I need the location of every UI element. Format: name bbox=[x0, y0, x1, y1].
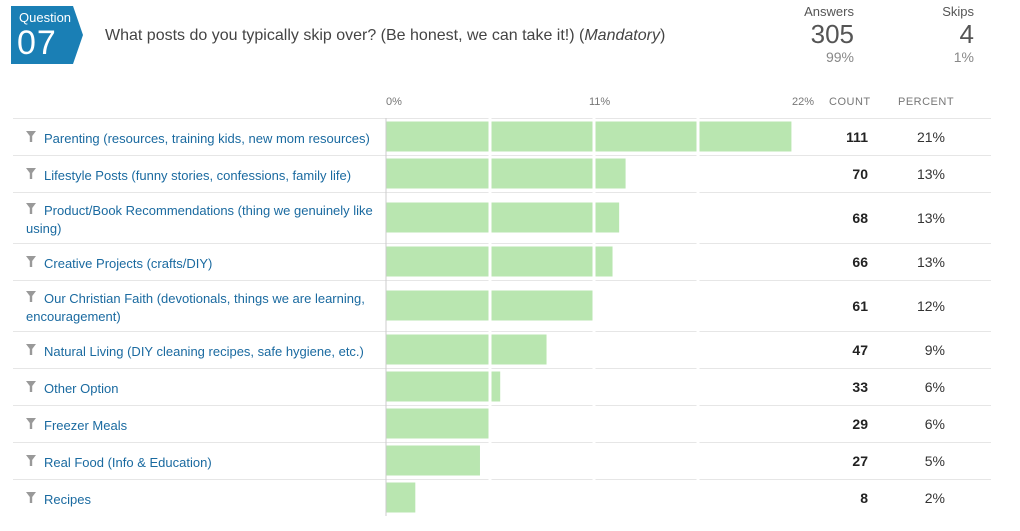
axis-tick-22: 22% bbox=[792, 96, 815, 108]
axis-tick-0: 0% bbox=[386, 96, 402, 108]
row-label[interactable]: Natural Living (DIY cleaning recipes, sa… bbox=[13, 342, 378, 360]
filter-icon[interactable] bbox=[26, 255, 38, 272]
table-row: Parenting (resources, training kids, new… bbox=[13, 118, 991, 155]
filter-icon[interactable] bbox=[26, 167, 38, 184]
bar[interactable] bbox=[386, 158, 626, 189]
row-label[interactable]: Freezer Meals bbox=[13, 416, 378, 434]
table-row: Recipes 8 2% bbox=[13, 479, 991, 516]
bar[interactable] bbox=[386, 334, 547, 365]
row-count: 111 bbox=[846, 128, 868, 145]
table-row: Product/Book Recommendations (thing we g… bbox=[13, 192, 991, 243]
row-percent: 5% bbox=[924, 452, 945, 469]
row-count: 8 bbox=[860, 489, 868, 506]
table-row: Other Option 33 6% bbox=[13, 368, 991, 405]
row-percent: 13% bbox=[916, 209, 945, 226]
skips-value: 4 bbox=[959, 19, 974, 49]
bar[interactable] bbox=[386, 121, 792, 152]
bar[interactable] bbox=[386, 408, 489, 439]
row-percent: 2% bbox=[924, 489, 945, 506]
filter-icon[interactable] bbox=[26, 417, 38, 434]
percent-column-header: PERCENT bbox=[898, 96, 955, 108]
answers-label: Answers bbox=[804, 4, 854, 19]
row-count: 61 bbox=[852, 297, 868, 314]
answers-value: 305 bbox=[810, 19, 854, 49]
row-label[interactable]: Recipes bbox=[13, 490, 378, 508]
filter-icon[interactable] bbox=[26, 491, 38, 508]
row-label-text[interactable]: Freezer Meals bbox=[44, 418, 128, 434]
question-number: 07 bbox=[17, 24, 57, 62]
question-title: What posts do you typically skip over? (… bbox=[105, 27, 666, 44]
row-count: 66 bbox=[852, 253, 868, 270]
filter-icon[interactable] bbox=[26, 343, 38, 360]
row-percent: 9% bbox=[924, 341, 945, 358]
row-label[interactable]: Real Food (Info & Education) bbox=[13, 453, 378, 471]
count-column-header: COUNT bbox=[829, 96, 871, 108]
bar[interactable] bbox=[386, 445, 480, 476]
row-label[interactable]: Our Christian Faith (devotionals, things… bbox=[13, 289, 378, 325]
table-row: Our Christian Faith (devotionals, things… bbox=[13, 280, 991, 331]
table-row: Lifestyle Posts (funny stories, confessi… bbox=[13, 155, 991, 192]
row-label-text[interactable]: Natural Living (DIY cleaning recipes, sa… bbox=[44, 344, 364, 360]
skips-percent: 1% bbox=[953, 49, 974, 65]
bar[interactable] bbox=[386, 202, 620, 233]
row-count: 27 bbox=[852, 452, 868, 469]
row-percent: 13% bbox=[916, 253, 945, 270]
table-row: Natural Living (DIY cleaning recipes, sa… bbox=[13, 331, 991, 368]
row-label-text[interactable]: Creative Projects (crafts/DIY) bbox=[44, 256, 213, 272]
axis-tick-11: 11% bbox=[589, 96, 611, 108]
row-label-text[interactable]: Our Christian Faith (devotionals, things… bbox=[26, 291, 365, 325]
question-badge: Question 07 bbox=[11, 6, 83, 64]
bar[interactable] bbox=[386, 246, 613, 277]
filter-icon[interactable] bbox=[26, 290, 38, 307]
table-row: Freezer Meals 29 6% bbox=[13, 405, 991, 442]
row-label[interactable]: Product/Book Recommendations (thing we g… bbox=[13, 201, 378, 237]
row-label-text[interactable]: Lifestyle Posts (funny stories, confessi… bbox=[44, 168, 352, 184]
answers-percent: 99% bbox=[825, 49, 854, 65]
row-count: 29 bbox=[852, 415, 868, 432]
skips-label: Skips bbox=[942, 4, 974, 19]
row-label[interactable]: Parenting (resources, training kids, new… bbox=[13, 129, 378, 147]
bar[interactable] bbox=[386, 482, 416, 513]
row-label[interactable]: Lifestyle Posts (funny stories, confessi… bbox=[13, 166, 378, 184]
filter-icon[interactable] bbox=[26, 380, 38, 397]
row-percent: 12% bbox=[916, 297, 945, 314]
bar-chart bbox=[385, 118, 792, 516]
question-badge-label: Question bbox=[19, 10, 72, 25]
row-label-text[interactable]: Parenting (resources, training kids, new… bbox=[44, 131, 370, 147]
bar[interactable] bbox=[386, 371, 501, 402]
row-percent: 21% bbox=[916, 128, 945, 145]
row-percent: 13% bbox=[916, 165, 945, 182]
row-count: 70 bbox=[852, 165, 868, 182]
answers-stat: Answers 305 99% bbox=[804, 4, 854, 65]
row-label-text[interactable]: Real Food (Info & Education) bbox=[44, 455, 212, 471]
row-percent: 6% bbox=[924, 378, 945, 395]
row-count: 68 bbox=[852, 209, 868, 226]
question-title-text: What posts do you typically skip over? (… bbox=[105, 27, 575, 44]
skips-stat: Skips 4 1% bbox=[942, 4, 974, 65]
mandatory-label: Mandatory bbox=[584, 27, 660, 44]
row-count: 33 bbox=[852, 378, 868, 395]
filter-icon[interactable] bbox=[26, 202, 38, 219]
row-count: 47 bbox=[852, 341, 868, 358]
row-label-text[interactable]: Product/Book Recommendations (thing we g… bbox=[26, 203, 373, 237]
table-row: Real Food (Info & Education) 27 5% bbox=[13, 442, 991, 479]
results-table: Parenting (resources, training kids, new… bbox=[13, 118, 991, 516]
row-label[interactable]: Creative Projects (crafts/DIY) bbox=[13, 254, 378, 272]
row-percent: 6% bbox=[924, 415, 945, 432]
filter-icon[interactable] bbox=[26, 130, 38, 147]
question-badge-shape bbox=[11, 6, 83, 64]
row-label-text[interactable]: Recipes bbox=[44, 492, 91, 508]
table-row: Creative Projects (crafts/DIY) 66 13% bbox=[13, 243, 991, 280]
row-label[interactable]: Other Option bbox=[13, 379, 378, 397]
filter-icon[interactable] bbox=[26, 454, 38, 471]
row-label-text[interactable]: Other Option bbox=[44, 381, 119, 397]
